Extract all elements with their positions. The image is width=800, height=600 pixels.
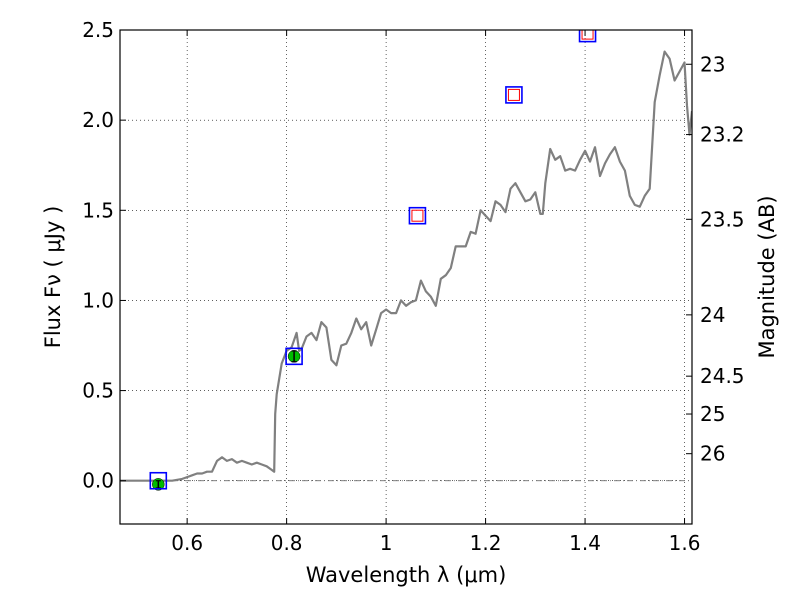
limit-point (411, 209, 424, 222)
y-right-tick-label: 23.5 (700, 207, 745, 231)
y-tick-label: 0.5 (82, 379, 114, 403)
x-tick-label: 1.4 (569, 531, 601, 555)
x-tick-label: 1.6 (669, 531, 701, 555)
x-tick-label: 1.2 (470, 531, 502, 555)
y-right-tick-label: 25 (700, 402, 725, 426)
x-tick-label: 0.6 (171, 531, 203, 555)
y-right-tick-label: 24.5 (700, 364, 745, 388)
x-tick-label: 0.8 (271, 531, 303, 555)
model-point (578, 30, 597, 43)
y-tick-label: 1.0 (82, 288, 114, 312)
y-right-tick-label: 26 (700, 442, 725, 466)
limit-point (581, 30, 594, 40)
plot-frame (119, 29, 693, 525)
limit-point (507, 88, 520, 101)
axis-ticks: 0.6 0.8 1 1.2 1.4 1.6 0.0 0.5 1.0 1.5 2.0 2.5 23 23.2… (82, 18, 744, 555)
y-tick-label: 2.0 (82, 108, 114, 132)
y-axis-label: Flux Fν ( μJy ) (41, 206, 65, 349)
model-point (505, 86, 523, 104)
x-axis-label: Wavelength λ (μm) (306, 563, 507, 587)
model-point (149, 471, 168, 490)
model-point (285, 347, 303, 366)
y-right-tick-label: 23.2 (700, 123, 745, 147)
spectrum-line (120, 50, 692, 482)
y-right-tick-label: 24 (700, 303, 725, 327)
y-right-tick-label: 23 (700, 52, 725, 76)
y-tick-label: 0.0 (82, 469, 114, 493)
y-tick-label: 2.5 (82, 18, 114, 42)
y-axis-right-label: Magnitude (AB) (755, 195, 779, 358)
x-tick-label: 1 (380, 531, 393, 555)
y-tick-label: 1.5 (82, 198, 114, 222)
model-point (408, 206, 427, 225)
plot-area (120, 30, 692, 491)
